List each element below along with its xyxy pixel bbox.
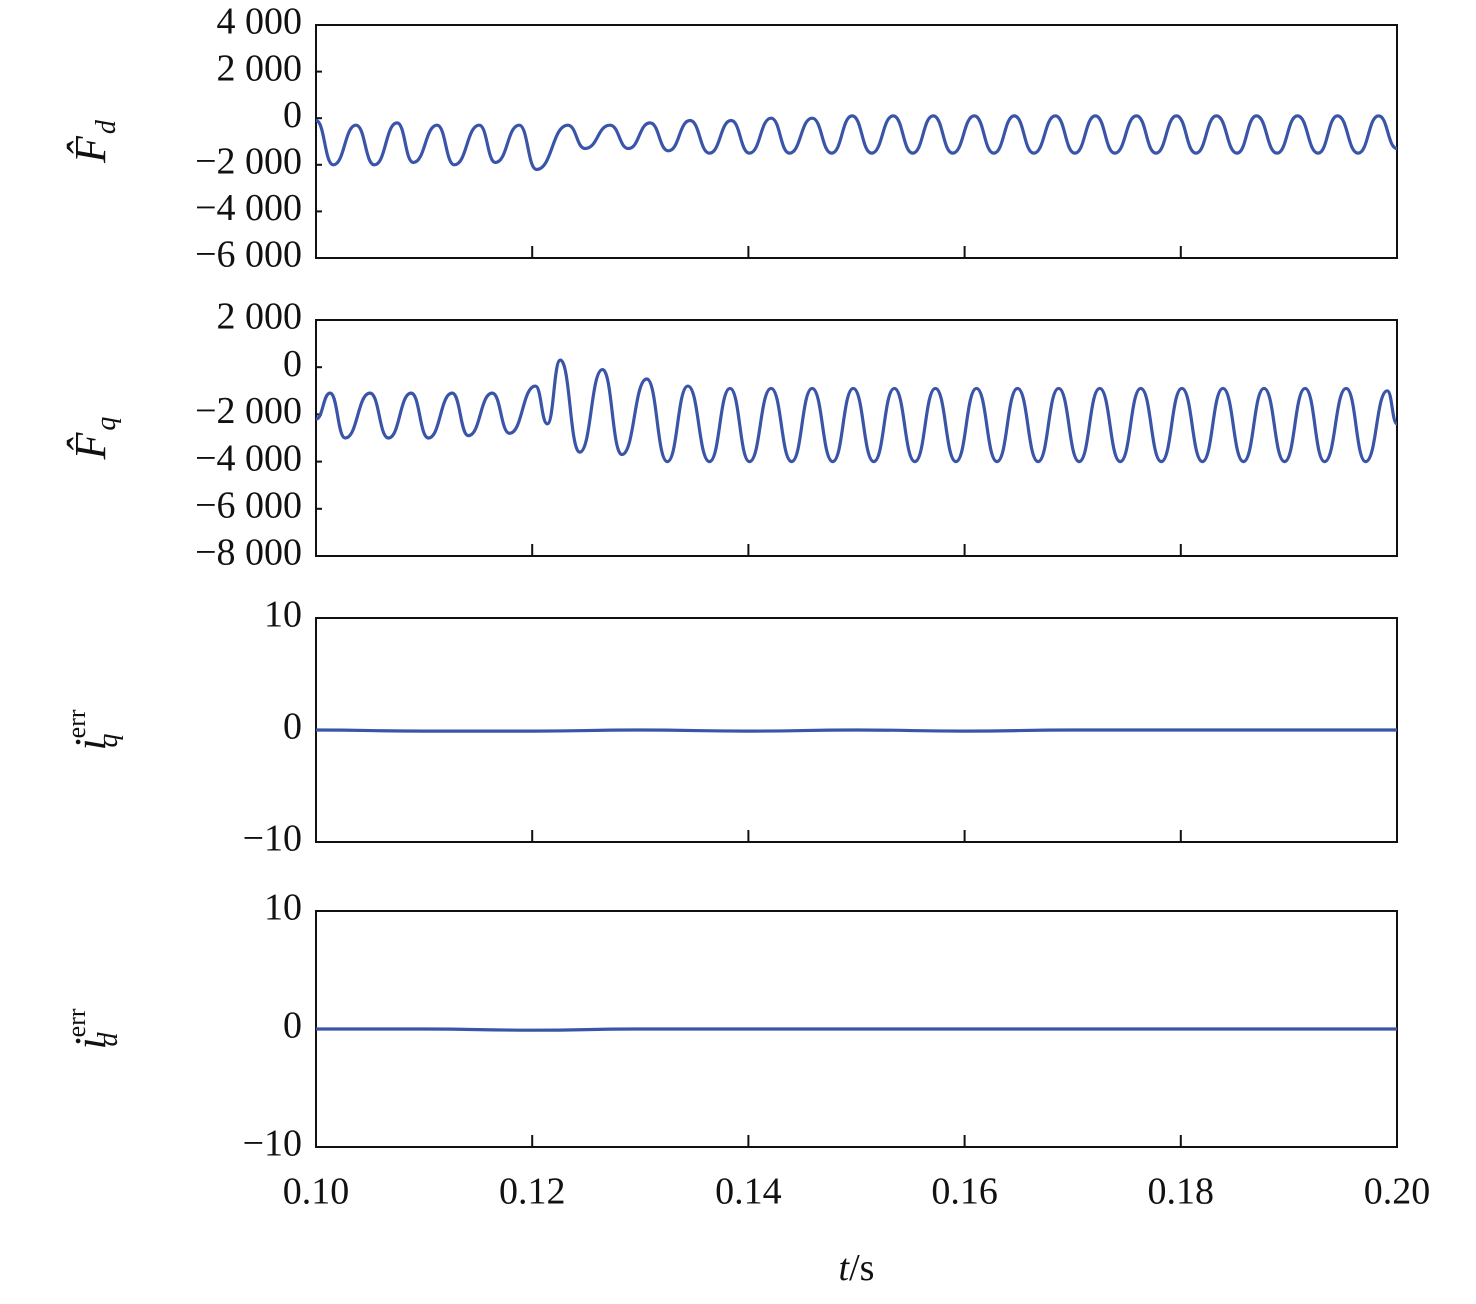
y-tick-label: −10	[243, 818, 302, 860]
data-line	[315, 114, 1398, 172]
data-line	[315, 358, 1399, 464]
y-tick-label: 0	[283, 343, 302, 385]
data-line	[316, 1027, 1397, 1032]
y-tick-label: −10	[243, 1123, 302, 1165]
y-label-sub: d	[91, 119, 122, 134]
y-tick-label: −4 000	[195, 437, 302, 479]
y-label-sub: q	[91, 417, 122, 431]
data-line	[315, 728, 1397, 733]
y-axis-label: F̂q	[66, 417, 122, 461]
y-axis-label: ierrd	[62, 1008, 124, 1049]
y-tick-label: −6 000	[195, 485, 302, 527]
y-label-main: F̂	[66, 431, 115, 460]
subplot: 10 0 −10 0.10 0.12 0.14 0.16 0.18 0.20 ierrd t/s	[62, 887, 1430, 1289]
y-tick-label: 10	[264, 594, 302, 636]
y-tick-label: −2 000	[195, 390, 302, 432]
subplot: 10 0 −10 ierrq	[62, 594, 1398, 860]
x-tick-label: 0.12	[499, 1171, 566, 1213]
y-tick-label: −4 000	[195, 187, 302, 229]
x-tick-label: 0.16	[931, 1171, 998, 1213]
y-tick-label: 4 000	[217, 1, 303, 43]
y-label-sup: err	[62, 1008, 91, 1037]
y-tick-label: −8 000	[195, 532, 302, 574]
y-tick-label: 10	[264, 887, 302, 929]
y-label-sub: q	[93, 733, 124, 747]
y-label-main: F̂	[66, 135, 115, 164]
x-label-var: t	[839, 1247, 851, 1289]
y-tick-label: 0	[283, 706, 302, 748]
plot-frame	[315, 24, 1398, 259]
x-tick-label: 0.14	[715, 1171, 782, 1213]
subplot: 2 000 0 −2 000 −4 000 −6 000 −8 000 F̂q	[66, 296, 1399, 574]
y-label-sub: d	[93, 1031, 124, 1046]
x-tick-label: 0.18	[1148, 1171, 1215, 1213]
x-label-unit: /s	[849, 1247, 874, 1289]
y-label-sup: err	[62, 709, 91, 738]
y-tick-label: −2 000	[195, 141, 302, 183]
x-axis-label: t/s	[839, 1247, 875, 1289]
x-tick-label: 0.10	[283, 1171, 350, 1213]
y-label-main: i	[66, 738, 115, 750]
y-tick-label: 0	[283, 94, 302, 136]
y-axis-label: F̂d	[66, 119, 122, 164]
y-tick-label: 2 000	[217, 296, 303, 338]
y-tick-label: 2 000	[217, 47, 303, 89]
x-tick-label: 0.20	[1364, 1171, 1431, 1213]
y-label-main: i	[66, 1037, 115, 1049]
y-tick-label: 0	[283, 1005, 302, 1047]
y-axis-label: ierrq	[62, 709, 124, 750]
y-tick-label: −6 000	[195, 234, 302, 276]
plot-frame	[315, 319, 1398, 557]
